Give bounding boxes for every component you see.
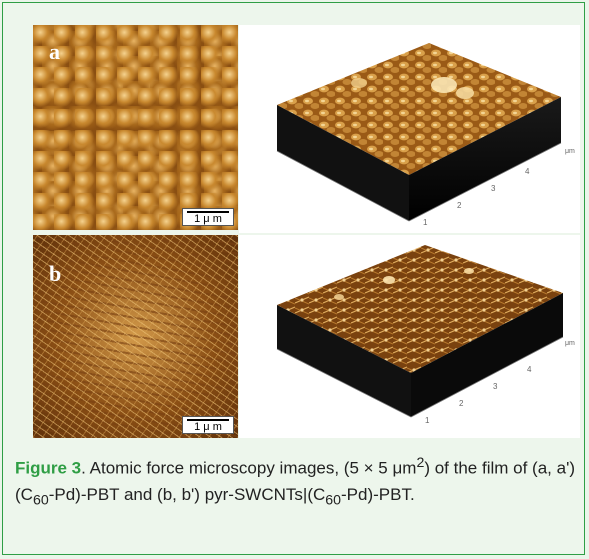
afm-3d-image-a-prime: 1 2 3 4 μm a’: [239, 25, 580, 233]
x-tick-4-b: 4: [527, 365, 532, 374]
caption-subscript-2: 60: [325, 492, 342, 509]
surface-top-a: [277, 43, 561, 175]
surface-side-left-a: [277, 105, 409, 221]
panel-label-a: a: [49, 39, 60, 64]
caption-subscript-1: 60: [32, 492, 49, 509]
surface-top-b: [277, 245, 563, 373]
scale-bar-a: 1 μ m: [182, 208, 234, 226]
afm-3d-image-b-prime: 1 2 3 4 μm b’: [239, 235, 580, 438]
surface-side-right-a: [409, 97, 561, 221]
panel-label-b-prime: b’: [261, 261, 281, 286]
x-tick-3-b: 3: [493, 382, 498, 391]
afm-2d-image-a: a 1 μ m: [33, 25, 238, 230]
panel-label-b: b: [49, 261, 62, 286]
surface-side-left-b: [277, 305, 411, 417]
x-tick-3-a: 3: [491, 184, 496, 193]
figure-caption: Figure 3. Atomic force microscopy images…: [15, 450, 575, 513]
scale-bar-label-b: 1 μ m: [194, 421, 222, 433]
x-tick-1-a: 1: [423, 218, 428, 227]
scale-bar-b: 1 μ m: [182, 416, 234, 434]
afm-3d-surface-a: 1 2 3 4 μm: [276, 43, 575, 227]
surface-side-right-b: [411, 293, 563, 417]
x-tick-4-a: 4: [525, 167, 530, 176]
caption-text-1: . Atomic force microscopy images, (5 × 5…: [81, 458, 417, 478]
caption-superscript: 2: [416, 455, 425, 471]
caption-text-3: -Pd)-PBT and (b, b') pyr-SWCNTs|(C: [48, 484, 326, 504]
afm-2d-image-b: b 1 μ m: [33, 235, 238, 438]
axis-unit-b: μm: [565, 340, 575, 347]
figure-frame: a 1 μ m: [2, 2, 585, 555]
scale-bar-line-a: [187, 211, 229, 213]
panel-label-a-prime: a’: [259, 41, 278, 66]
x-tick-2-b: 2: [459, 399, 464, 408]
figure-label: Figure 3: [15, 458, 82, 478]
caption-text-4: -Pd)-PBT.: [341, 484, 415, 504]
caption-text-2: ) of the film of (a, a') (C: [15, 458, 575, 504]
x-tick-2-a: 2: [457, 201, 462, 210]
afm-3d-surface-b: 1 2 3 4 μm: [276, 245, 575, 425]
axis-unit-a: μm: [565, 148, 575, 155]
scale-bar-line-b: [187, 419, 229, 421]
scale-bar-label-a: 1 μ m: [194, 213, 222, 225]
x-tick-1-b: 1: [425, 416, 430, 425]
